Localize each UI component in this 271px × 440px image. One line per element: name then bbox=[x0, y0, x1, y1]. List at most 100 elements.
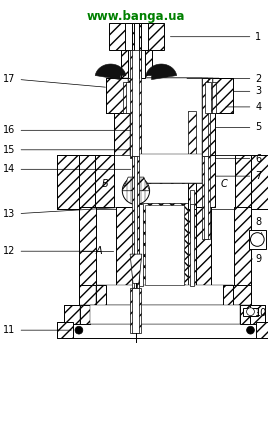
Bar bbox=[57, 155, 79, 209]
Text: 6: 6 bbox=[216, 154, 262, 164]
Bar bbox=[109, 23, 164, 50]
Bar bbox=[190, 205, 194, 286]
Bar bbox=[120, 78, 219, 113]
Text: 14: 14 bbox=[3, 164, 131, 174]
Bar bbox=[223, 285, 233, 307]
Bar bbox=[126, 81, 131, 113]
Text: 16: 16 bbox=[3, 125, 131, 136]
Bar bbox=[137, 154, 202, 183]
Bar bbox=[134, 203, 139, 287]
Bar bbox=[240, 305, 250, 324]
Bar bbox=[90, 305, 240, 324]
Bar bbox=[256, 323, 271, 338]
Text: 1: 1 bbox=[170, 32, 262, 42]
Bar bbox=[57, 155, 271, 209]
Bar bbox=[136, 111, 139, 158]
Bar bbox=[204, 156, 208, 239]
Bar bbox=[202, 78, 211, 113]
Bar bbox=[123, 81, 134, 113]
Circle shape bbox=[122, 177, 150, 205]
Bar bbox=[188, 203, 196, 287]
Bar bbox=[131, 78, 208, 156]
Bar bbox=[249, 230, 266, 249]
Bar bbox=[134, 203, 196, 287]
Bar bbox=[234, 207, 251, 287]
Bar bbox=[128, 50, 145, 78]
Bar bbox=[128, 78, 137, 113]
Text: 4: 4 bbox=[226, 102, 262, 112]
Bar bbox=[96, 285, 233, 307]
Bar bbox=[114, 113, 215, 156]
Polygon shape bbox=[130, 254, 142, 283]
Circle shape bbox=[247, 308, 254, 315]
Bar bbox=[106, 78, 134, 113]
Bar bbox=[64, 305, 80, 324]
Bar bbox=[139, 205, 143, 286]
Text: B: B bbox=[102, 179, 109, 189]
Bar bbox=[130, 50, 141, 158]
Bar bbox=[96, 285, 106, 307]
Bar bbox=[243, 308, 258, 315]
Bar bbox=[79, 285, 96, 307]
Text: 10: 10 bbox=[255, 308, 268, 318]
Text: 15: 15 bbox=[3, 145, 131, 155]
Bar bbox=[250, 155, 271, 209]
Bar bbox=[79, 207, 96, 287]
Bar bbox=[79, 207, 134, 287]
Bar bbox=[196, 155, 215, 207]
Bar bbox=[130, 111, 209, 156]
Text: 3: 3 bbox=[234, 86, 262, 96]
Bar bbox=[250, 305, 265, 324]
Bar bbox=[202, 111, 209, 156]
Bar bbox=[79, 155, 134, 209]
Bar bbox=[131, 156, 139, 288]
Bar bbox=[134, 156, 137, 288]
Bar bbox=[141, 203, 188, 287]
Bar bbox=[131, 156, 208, 183]
Bar bbox=[125, 23, 148, 50]
Polygon shape bbox=[79, 155, 114, 207]
Text: 2: 2 bbox=[187, 73, 262, 84]
Circle shape bbox=[75, 326, 83, 334]
Bar bbox=[134, 23, 139, 78]
Bar bbox=[106, 78, 233, 113]
Text: C: C bbox=[221, 179, 228, 189]
Bar bbox=[134, 155, 196, 209]
Bar bbox=[80, 305, 250, 324]
Bar bbox=[206, 78, 233, 113]
Bar bbox=[121, 50, 152, 78]
Bar bbox=[196, 113, 215, 156]
Bar bbox=[145, 205, 184, 285]
Circle shape bbox=[247, 326, 254, 334]
Bar bbox=[188, 155, 196, 209]
Bar bbox=[64, 305, 265, 324]
Bar bbox=[202, 156, 209, 239]
Polygon shape bbox=[146, 64, 177, 80]
Text: 13: 13 bbox=[3, 208, 119, 219]
Bar bbox=[188, 111, 196, 158]
Bar bbox=[134, 155, 141, 209]
Bar bbox=[131, 23, 141, 78]
Bar bbox=[131, 78, 137, 156]
Bar bbox=[193, 207, 251, 287]
Text: 17: 17 bbox=[3, 73, 105, 87]
Bar bbox=[95, 155, 114, 207]
Bar bbox=[131, 50, 139, 158]
Bar bbox=[57, 323, 73, 338]
Text: A: A bbox=[95, 246, 102, 256]
Bar bbox=[235, 155, 250, 207]
Text: 5: 5 bbox=[216, 122, 262, 132]
Bar bbox=[196, 155, 250, 209]
Bar bbox=[193, 207, 211, 287]
Bar bbox=[57, 323, 271, 338]
Bar bbox=[196, 155, 250, 207]
Bar bbox=[190, 190, 194, 237]
Text: 9: 9 bbox=[251, 254, 262, 264]
Bar bbox=[137, 78, 202, 156]
Bar bbox=[134, 203, 141, 287]
Bar bbox=[202, 78, 208, 156]
Text: 12: 12 bbox=[3, 246, 94, 256]
Bar bbox=[79, 285, 250, 307]
Polygon shape bbox=[122, 177, 150, 191]
Bar bbox=[130, 288, 141, 333]
